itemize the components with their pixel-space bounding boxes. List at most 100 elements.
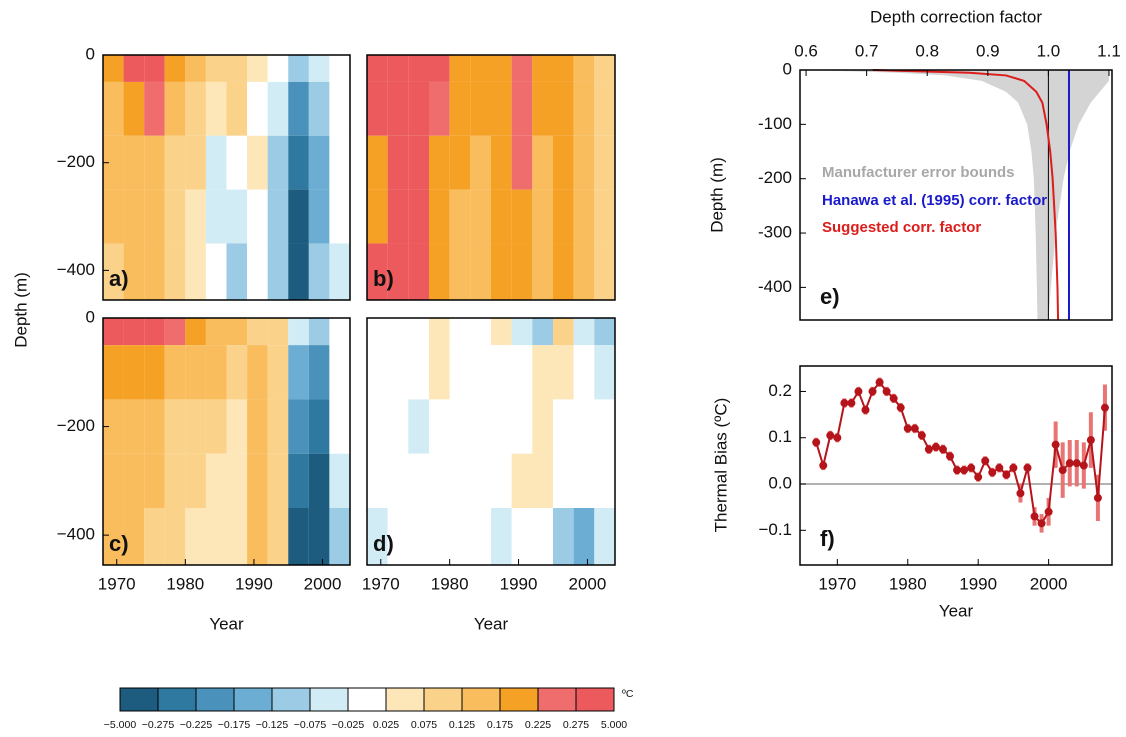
data-point [1023,463,1032,472]
heatmap-cell [387,453,409,508]
heatmap-cell [429,135,450,190]
data-point [981,456,990,465]
x-tick-label: 1980 [889,574,927,593]
heatmap-cell [553,399,574,454]
heatmap-cell [226,189,248,244]
heatmap-cell [408,135,429,190]
data-point [826,431,835,440]
heatmap-cell [429,399,450,454]
heatmap-cell [511,135,533,190]
heatmap-cell [288,55,309,82]
colorbar-swatch [233,687,273,712]
data-point [1009,463,1018,472]
heatmap-cell [470,508,491,565]
heatmap-cell [408,399,429,454]
data-point [1086,436,1095,445]
colorbar-swatch [271,687,311,712]
heatmap-cell [532,135,553,190]
heatmap-cell [288,243,309,300]
heatmap-cell [511,399,533,454]
heatmap-cell [205,55,227,82]
heatmap-cell [185,508,206,565]
data-point [1051,440,1060,449]
heatmap-cell [594,81,615,136]
data-point [960,466,969,475]
data-point [953,466,962,475]
heatmap-cell [470,399,491,454]
heatmap-cell [164,189,186,244]
x-tick-label: 2000 [1030,574,1068,593]
heatmap-cell [144,508,165,565]
heatmap-cell [470,135,491,190]
heatmap-cell [511,508,533,565]
legend-entry: Manufacturer error bounds [822,164,1015,181]
heatmap-cell [123,345,145,400]
profile-line [872,69,1060,321]
heatmap-cell [470,345,491,400]
heatmap-cell [449,508,471,565]
heatmap-cell [532,453,553,508]
heatmap-cell [329,55,350,82]
heatmap-cell [123,399,145,454]
heatmap-cell [164,453,186,508]
heatmap-cell [267,399,289,454]
heatmap-cell [408,345,429,400]
heatmap-cell [367,453,388,508]
colorbar-label: 0.125 [449,719,475,731]
heatmap-cell [408,508,429,565]
heatmap-cell [308,135,330,190]
data-point [967,463,976,472]
legend-entry: Suggested corr. factor [822,219,981,236]
heatmap-cell [408,453,429,508]
heatmap-cell [491,508,512,565]
heatmap-cell [267,508,289,565]
heatmap-cell [470,318,491,346]
heatmap-cell [408,55,429,82]
heatmap-cell [553,453,574,508]
heatmap-cell [164,318,186,346]
colorbar-label: 5.000 [601,719,627,731]
colorbar-label: −0.075 [294,719,327,731]
heatmap-cell [247,318,268,346]
heatmap-cell [429,345,450,400]
heatmap-cell [367,508,388,565]
heatmap-cell [553,345,574,400]
data-point [946,452,955,461]
data-point [910,424,919,433]
heatmap-cell [511,318,533,346]
heatmap-cell [429,189,450,244]
heatmap-cell [573,399,595,454]
heatmap-cell [226,345,248,400]
x-tick-label: 2000 [569,574,607,593]
data-point [854,387,863,396]
heatmap-cell [185,345,206,400]
heatmap-cell [553,508,574,565]
colorbar-swatch [499,687,539,712]
colorbar-label: −5.000 [104,719,137,731]
data-point [988,468,997,477]
heatmap-cell [387,318,409,346]
heatmap-cell [532,189,553,244]
heatmap-cell [205,508,227,565]
data-point [868,387,877,396]
heatmap-cell [144,453,165,508]
heatmap-cell [491,243,512,300]
y-tick-label: −0.1 [758,520,792,539]
heatmap-cell [449,243,471,300]
heatmap-cell [288,508,309,565]
heatmap-cell [387,135,409,190]
heatmap-cell [511,453,533,508]
heatmap-cell [429,81,450,136]
heatmap-cell [103,508,124,565]
heatmap-cell [267,318,289,346]
heatmap-cell [164,81,186,136]
heatmap-cell [103,189,124,244]
heatmap-cell [470,189,491,244]
colorbar-label: −0.125 [256,719,289,731]
heatmap-cell [205,243,227,300]
heatmap-cell [247,55,268,82]
data-point [903,424,912,433]
y-axis-label: Depth (m) [707,157,726,233]
y-tick-label: −200 [57,416,95,435]
